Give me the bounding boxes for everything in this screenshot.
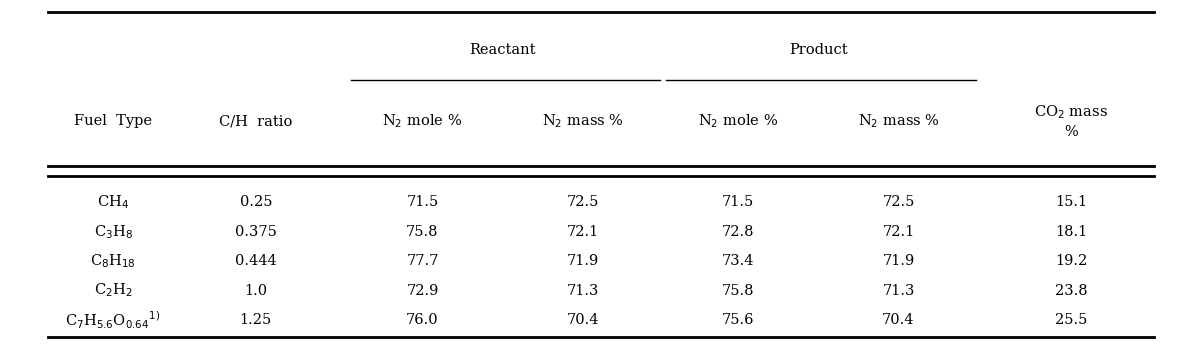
Text: Product: Product — [789, 43, 847, 57]
Text: N$_2$ mass %: N$_2$ mass % — [543, 112, 624, 130]
Text: 75.8: 75.8 — [721, 284, 754, 298]
Text: 72.8: 72.8 — [721, 225, 754, 239]
Text: 71.3: 71.3 — [882, 284, 915, 298]
Text: 70.4: 70.4 — [882, 313, 915, 327]
Text: 73.4: 73.4 — [721, 254, 754, 268]
Text: 72.1: 72.1 — [566, 225, 600, 239]
Text: 18.1: 18.1 — [1054, 225, 1088, 239]
Text: C$_7$H$_{5.6}$O$_{0.64}$$^{1)}$: C$_7$H$_{5.6}$O$_{0.64}$$^{1)}$ — [65, 309, 161, 331]
Text: 72.5: 72.5 — [566, 195, 600, 209]
Text: 0.444: 0.444 — [234, 254, 277, 268]
Text: Reactant: Reactant — [470, 43, 536, 57]
Text: Fuel  Type: Fuel Type — [74, 114, 152, 128]
Text: 71.3: 71.3 — [566, 284, 600, 298]
Text: 72.9: 72.9 — [406, 284, 439, 298]
Text: 1.25: 1.25 — [239, 313, 273, 327]
Text: 72.5: 72.5 — [882, 195, 915, 209]
Text: 75.8: 75.8 — [406, 225, 439, 239]
Text: N$_2$ mole %: N$_2$ mole % — [697, 112, 778, 130]
Text: C$_3$H$_8$: C$_3$H$_8$ — [94, 223, 132, 241]
Text: 1.0: 1.0 — [244, 284, 268, 298]
Text: 70.4: 70.4 — [566, 313, 600, 327]
Text: CO$_2$ mass
%: CO$_2$ mass % — [1034, 103, 1108, 139]
Text: 76.0: 76.0 — [406, 313, 439, 327]
Text: 71.9: 71.9 — [566, 254, 600, 268]
Text: N$_2$ mass %: N$_2$ mass % — [858, 112, 939, 130]
Text: 72.1: 72.1 — [882, 225, 915, 239]
Text: 0.25: 0.25 — [239, 195, 273, 209]
Text: 77.7: 77.7 — [406, 254, 439, 268]
Text: 75.6: 75.6 — [721, 313, 754, 327]
Text: C/H  ratio: C/H ratio — [219, 114, 293, 128]
Text: 15.1: 15.1 — [1056, 195, 1086, 209]
Text: C$_2$H$_2$: C$_2$H$_2$ — [94, 282, 132, 300]
Text: 19.2: 19.2 — [1054, 254, 1088, 268]
Text: 71.5: 71.5 — [721, 195, 754, 209]
Text: 23.8: 23.8 — [1054, 284, 1088, 298]
Text: 71.5: 71.5 — [406, 195, 439, 209]
Text: N$_2$ mole %: N$_2$ mole % — [382, 112, 463, 130]
Text: 0.375: 0.375 — [234, 225, 277, 239]
Text: 71.9: 71.9 — [882, 254, 915, 268]
Text: C$_8$H$_{18}$: C$_8$H$_{18}$ — [90, 252, 136, 270]
Text: CH$_4$: CH$_4$ — [98, 193, 129, 211]
Text: 25.5: 25.5 — [1054, 313, 1088, 327]
